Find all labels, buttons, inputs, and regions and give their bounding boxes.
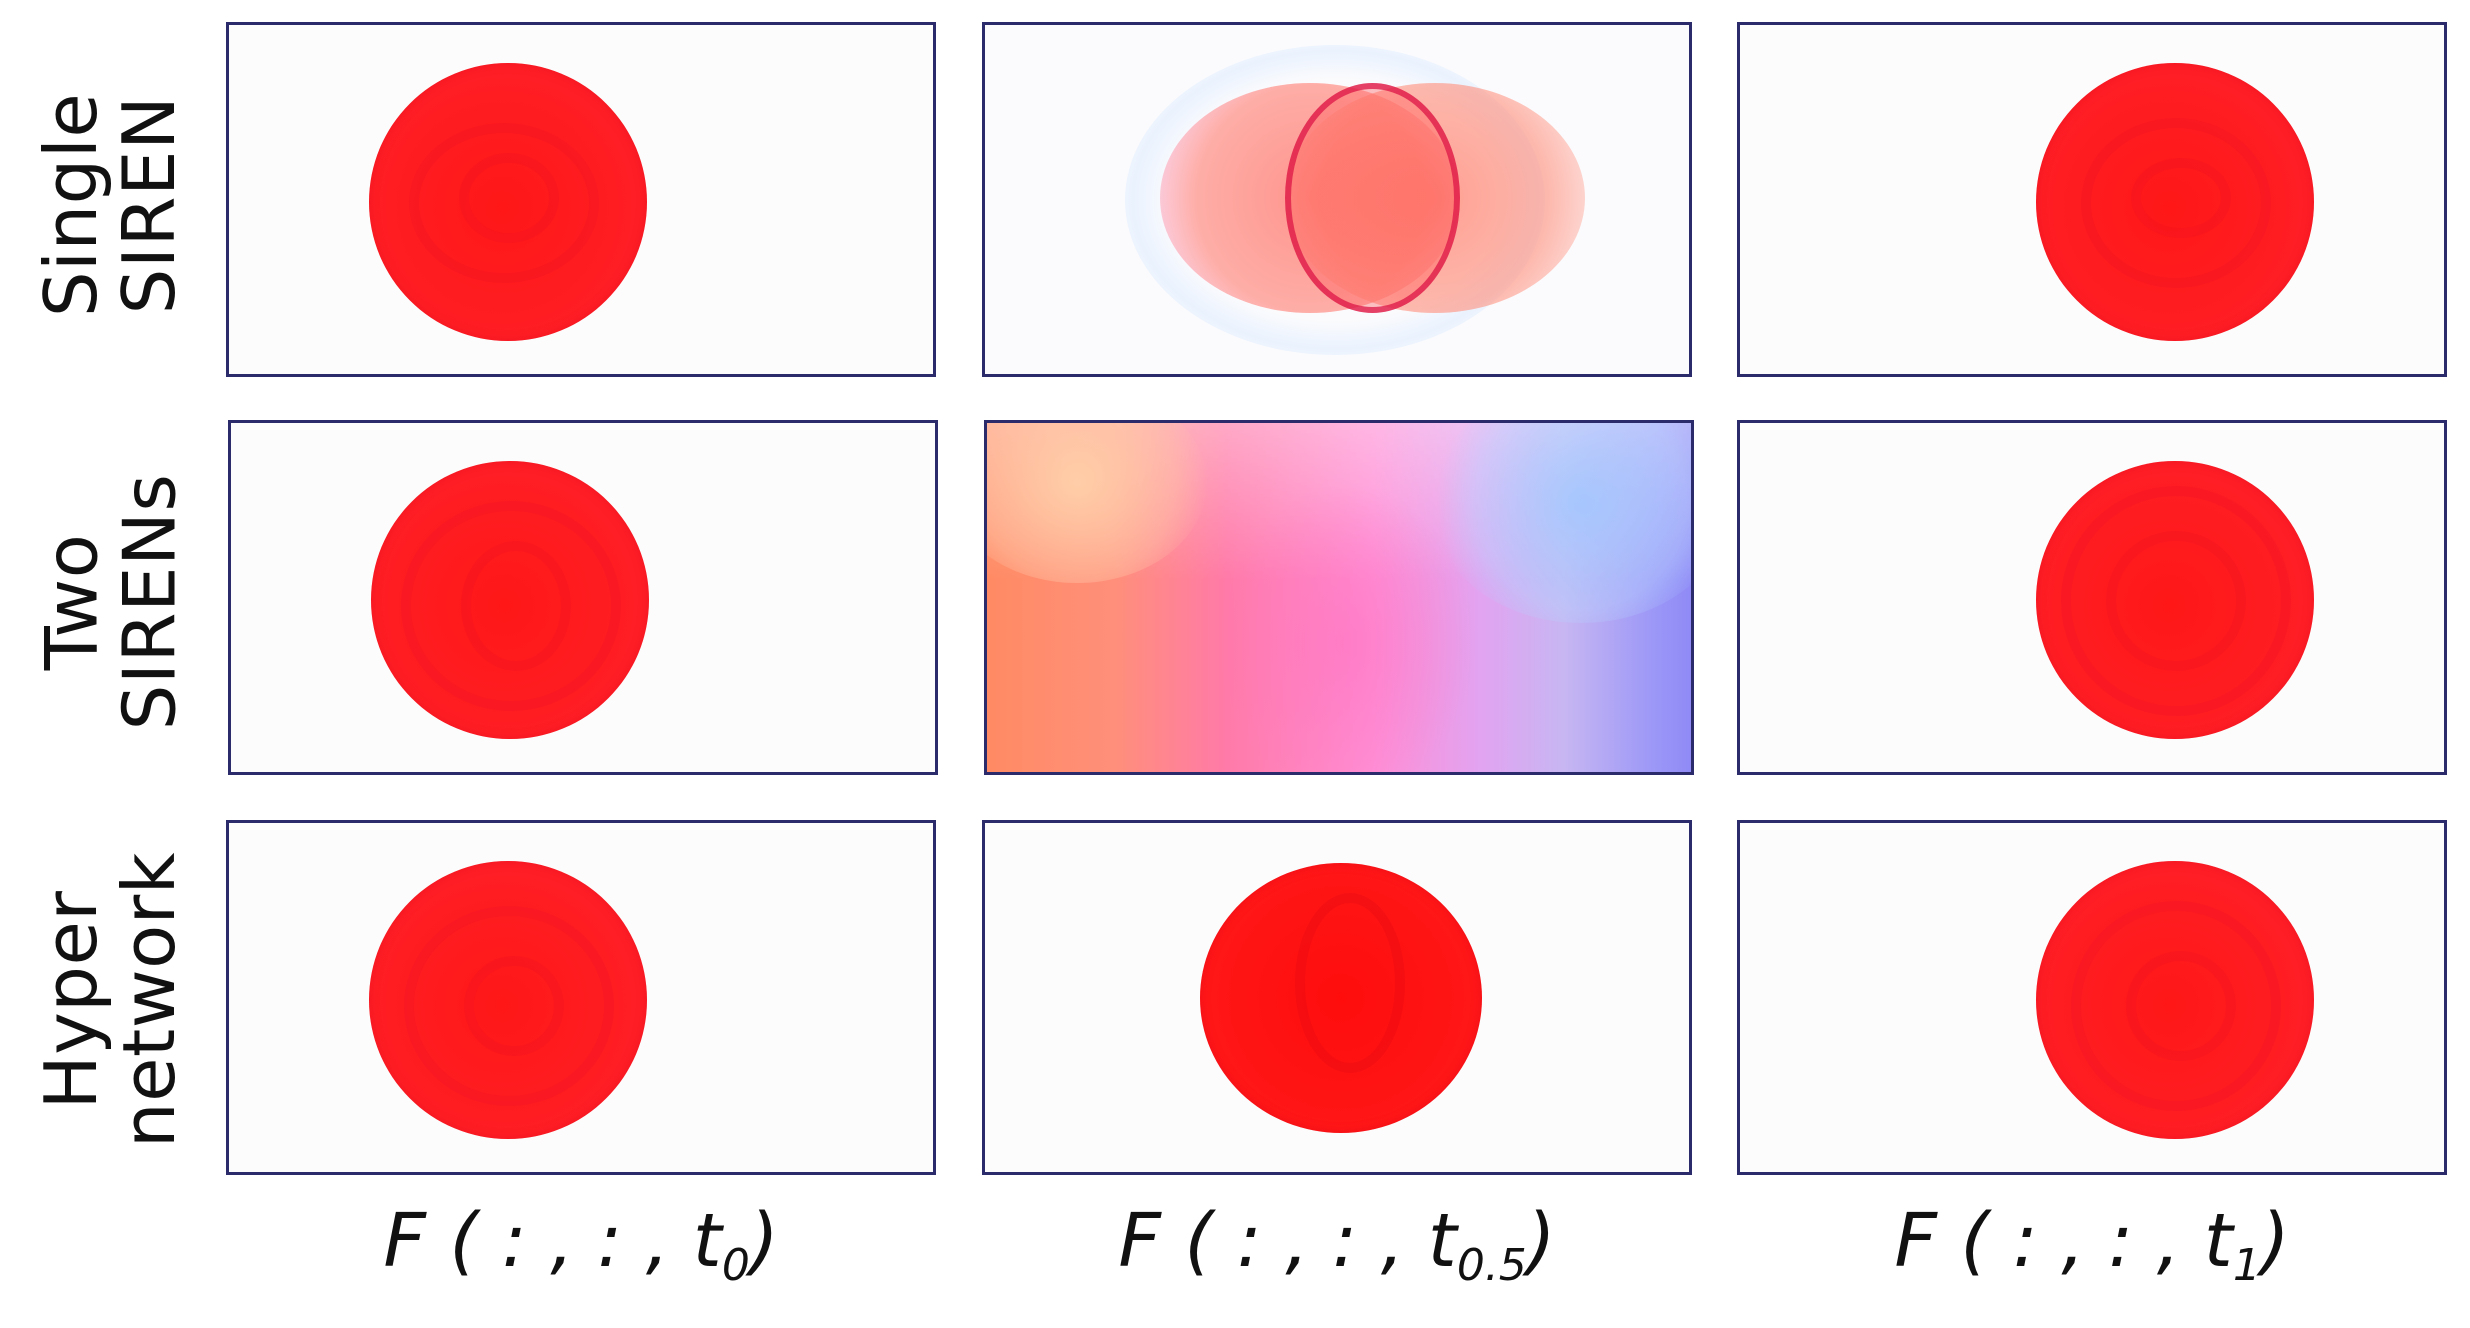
red-disk: [2036, 461, 2314, 739]
row-label-line1: Two: [29, 533, 114, 671]
panel-two-sirens-t1: [1737, 420, 2447, 775]
column-label-prefix: F ( : , : , t: [383, 1198, 722, 1284]
row-label-two-sirens: Two SIRENs: [20, 422, 200, 782]
row-label-hypernetwork: Hyper network: [20, 820, 200, 1180]
column-label-subscript: 0.5: [1456, 1240, 1527, 1291]
row-label-line2: SIRENs: [107, 473, 192, 731]
panel-single-siren-t0.5: [982, 22, 1692, 377]
row-label-line1: Hyper: [29, 890, 113, 1110]
row-label-line1: Single: [29, 92, 113, 318]
column-label-prefix: F ( : , : , t: [1894, 1198, 2233, 1284]
gradient-center-pink: [1217, 483, 1477, 772]
red-disk: [1200, 863, 1482, 1133]
red-disk: [369, 861, 647, 1139]
column-label-subscript: 1: [2232, 1240, 2261, 1291]
row-label-line2: SIREN: [107, 95, 191, 315]
column-label-t0.5: F ( : , : , t0.5): [982, 1198, 1692, 1291]
panel-hypernetwork-t0.5: [982, 820, 1692, 1175]
column-label-suffix: ): [2260, 1198, 2290, 1284]
panel-two-sirens-t0.5: [984, 420, 1694, 775]
column-label-t1: F ( : , : , t1): [1737, 1198, 2447, 1291]
red-disk: [2036, 861, 2314, 1139]
column-label-suffix: ): [749, 1198, 779, 1284]
red-disk: [371, 461, 649, 739]
red-disk: [2036, 63, 2314, 341]
column-label-prefix: F ( : , : , t: [1118, 1198, 1457, 1284]
panel-single-siren-t1: [1737, 22, 2447, 377]
panel-hypernetwork-t0: [226, 820, 936, 1175]
panel-single-siren-t0: [226, 22, 936, 377]
red-disk: [369, 63, 647, 341]
row-label-single-siren: Single SIREN: [20, 25, 200, 385]
column-label-subscript: 0: [721, 1240, 750, 1291]
panel-hypernetwork-t1: [1737, 820, 2447, 1175]
panel-two-sirens-t0: [228, 420, 938, 775]
column-label-suffix: ): [1526, 1198, 1556, 1284]
overlap-lens: [1285, 83, 1460, 313]
column-label-t0: F ( : , : , t0): [226, 1198, 936, 1291]
row-label-line2: network: [107, 852, 191, 1148]
